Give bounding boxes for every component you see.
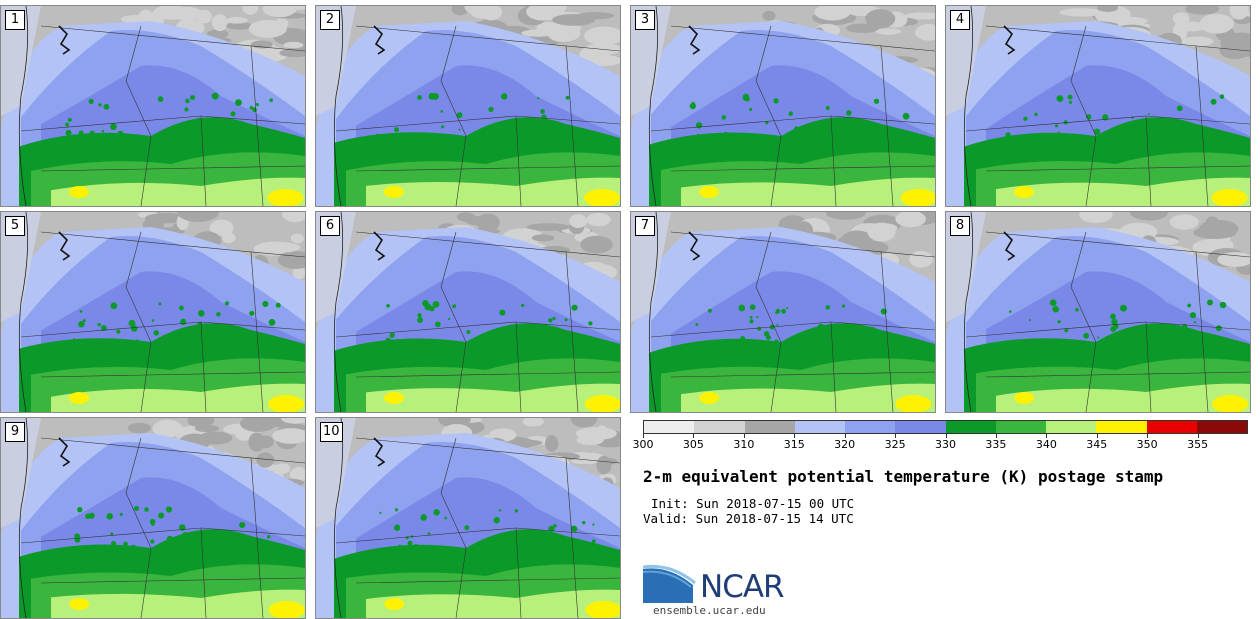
colorbar-tick-label: 320 <box>834 438 856 451</box>
panel-number: 2 <box>320 10 340 30</box>
map-image <box>631 6 935 206</box>
colorbar-tick-mark <box>1046 434 1048 438</box>
colorbar-segment <box>945 421 996 433</box>
colorbar-segment <box>1196 421 1247 433</box>
map-image <box>1 418 305 618</box>
panel-number: 3 <box>635 10 655 30</box>
panel-number: 10 <box>320 422 343 442</box>
colorbar-tick-label: 355 <box>1187 438 1209 451</box>
colorbar-tick-mark <box>1197 434 1199 438</box>
colorbar-tick-mark <box>693 434 695 438</box>
map-panel-1: 1 <box>0 5 306 207</box>
map-image <box>316 6 620 206</box>
map-image <box>946 6 1250 206</box>
colorbar-segment <box>1046 421 1097 433</box>
colorbar-tick-label: 345 <box>1086 438 1108 451</box>
colorbar-segment <box>694 421 745 433</box>
map-image <box>1 6 305 206</box>
colorbar-segment <box>995 421 1046 433</box>
map-panel-4: 4 <box>945 5 1251 207</box>
map-panel-5: 5 <box>0 211 306 413</box>
panel-number: 6 <box>320 216 340 236</box>
figure-title: 2-m equivalent potential temperature (K)… <box>643 467 1164 486</box>
map-image <box>631 212 935 412</box>
panel-number: 9 <box>5 422 25 442</box>
colorbar <box>643 420 1248 434</box>
map-panel-9: 9 <box>0 417 306 619</box>
colorbar-segment <box>744 421 795 433</box>
logo-url: ensemble.ucar.edu <box>653 604 766 617</box>
map-image <box>1 212 305 412</box>
map-panel-7: 7 <box>630 211 936 413</box>
panel-number: 8 <box>950 216 970 236</box>
colorbar-tick-mark <box>945 434 947 438</box>
logo-wordmark: NCAR <box>700 569 785 605</box>
colorbar-ticks: 300 305 310 315 320 325 330 335 340 345 350 355 <box>633 434 1248 454</box>
init-time: Init: Sun 2018-07-15 00 UTC <box>651 496 855 511</box>
colorbar-tick-label: 330 <box>935 438 956 451</box>
colorbar-tick-mark <box>1096 434 1098 438</box>
colorbar-tick-mark <box>995 434 997 438</box>
colorbar-tick-mark <box>794 434 796 438</box>
colorbar-segment <box>895 421 946 433</box>
colorbar-segment <box>845 421 896 433</box>
colorbar-tick-label: 315 <box>783 438 805 451</box>
map-panel-10: 10 <box>315 417 621 619</box>
map-panel-8: 8 <box>945 211 1251 413</box>
colorbar-tick-label: 310 <box>733 438 755 451</box>
map-panel-3: 3 <box>630 5 936 207</box>
valid-time: Valid: Sun 2018-07-15 14 UTC <box>643 511 854 526</box>
panel-number: 4 <box>950 10 970 30</box>
colorbar-tick-mark <box>1147 434 1149 438</box>
panel-number: 5 <box>5 216 25 236</box>
map-panel-2: 2 <box>315 5 621 207</box>
map-panel-6: 6 <box>315 211 621 413</box>
colorbar-segment <box>1096 421 1147 433</box>
panel-number: 1 <box>5 10 25 30</box>
colorbar-tick-label: 300 <box>632 438 654 451</box>
map-image <box>316 212 620 412</box>
colorbar-tick-mark <box>743 434 745 438</box>
colorbar-tick-label: 305 <box>682 438 704 451</box>
colorbar-tick-label: 340 <box>1035 438 1057 451</box>
ncar-logo-icon <box>643 563 696 603</box>
map-image <box>946 212 1250 412</box>
colorbar-segment <box>1146 421 1197 433</box>
colorbar-segment <box>794 421 845 433</box>
colorbar-tick-mark <box>895 434 897 438</box>
colorbar-tick-label: 335 <box>985 438 1007 451</box>
colorbar-segment <box>644 421 695 433</box>
colorbar-tick-label: 350 <box>1136 438 1158 451</box>
colorbar-tick-mark <box>844 434 846 438</box>
colorbar-tick-mark <box>643 434 644 438</box>
colorbar-tick-label: 325 <box>884 438 906 451</box>
panel-number: 7 <box>635 216 655 236</box>
map-image <box>316 418 620 618</box>
